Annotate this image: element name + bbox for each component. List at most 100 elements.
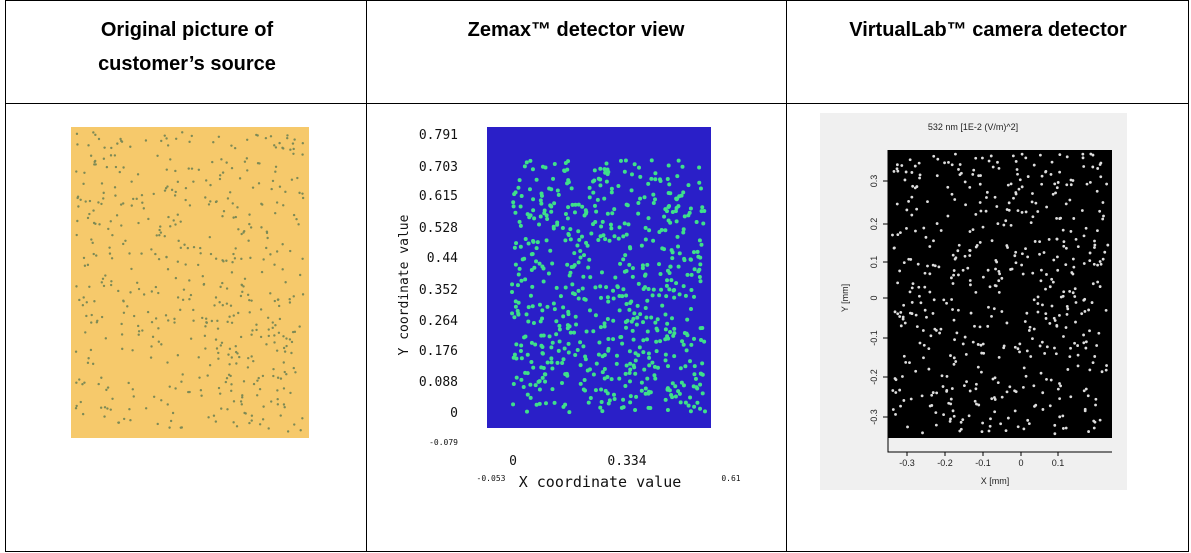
dot — [268, 427, 270, 429]
dot — [643, 285, 647, 289]
dot — [272, 368, 274, 370]
dot — [1105, 364, 1108, 367]
dot — [654, 340, 658, 344]
dot — [160, 140, 162, 142]
dot — [927, 368, 930, 371]
dot — [943, 161, 946, 164]
dot — [682, 284, 686, 288]
dot — [979, 201, 982, 204]
dot — [565, 168, 569, 172]
dot — [634, 351, 638, 355]
dot — [577, 289, 581, 293]
dot — [914, 187, 917, 190]
dot — [932, 155, 935, 158]
dot — [603, 353, 607, 357]
dot — [1062, 229, 1065, 232]
dot — [1069, 347, 1072, 350]
y-label: Y [mm] — [840, 284, 850, 312]
dot — [645, 377, 649, 381]
dot — [110, 284, 112, 286]
dot — [150, 356, 152, 358]
dot — [970, 312, 973, 315]
dot — [693, 364, 697, 368]
dot — [130, 180, 132, 182]
dot — [543, 372, 547, 376]
dot — [697, 165, 701, 169]
y-tick: 0.352 — [419, 283, 458, 298]
dot — [938, 265, 941, 268]
dot — [1053, 432, 1056, 435]
x-tick: 0.334 — [607, 454, 646, 469]
dot — [643, 274, 647, 278]
dot — [158, 341, 160, 343]
dot — [956, 249, 959, 252]
dot — [968, 414, 971, 417]
dot — [270, 188, 272, 190]
dot — [953, 363, 956, 366]
dot — [598, 177, 602, 181]
dot — [581, 275, 585, 279]
dot — [692, 337, 696, 341]
dot — [608, 239, 612, 243]
dot — [961, 418, 964, 421]
dot — [248, 223, 250, 225]
dot — [910, 196, 913, 199]
dot — [219, 174, 221, 176]
dot — [155, 286, 157, 288]
dot — [997, 279, 1000, 282]
dot — [138, 330, 140, 332]
dot — [549, 210, 553, 214]
dot — [1021, 252, 1024, 255]
dot — [988, 430, 991, 433]
dot — [1083, 262, 1086, 265]
dot — [982, 276, 985, 279]
dot — [566, 205, 570, 209]
dot — [177, 181, 179, 183]
dot — [631, 266, 635, 270]
x-tick: -0.1 — [975, 458, 991, 468]
dot — [516, 186, 520, 190]
dot — [689, 258, 693, 262]
dot — [104, 406, 106, 408]
dot — [1006, 208, 1009, 211]
dot — [514, 241, 518, 245]
dot — [565, 263, 569, 267]
dot — [518, 178, 522, 182]
dot — [527, 242, 531, 246]
dot — [991, 239, 994, 242]
dot — [1022, 386, 1025, 389]
dot — [677, 194, 681, 198]
dot — [974, 291, 977, 294]
dot — [1010, 182, 1013, 185]
dot — [636, 201, 640, 205]
dot — [1020, 264, 1023, 267]
dot — [552, 201, 556, 205]
dot — [293, 214, 295, 216]
dot — [994, 268, 997, 271]
dot — [587, 401, 591, 405]
dot — [1095, 344, 1098, 347]
dot — [919, 173, 922, 176]
dot — [612, 297, 616, 301]
dot — [539, 215, 543, 219]
dot — [924, 309, 927, 312]
dot — [626, 203, 630, 207]
dot — [565, 374, 569, 378]
dot — [616, 184, 620, 188]
dot — [969, 283, 972, 286]
dot — [918, 295, 921, 298]
dot — [82, 304, 84, 306]
dot — [617, 237, 621, 241]
dot — [284, 371, 286, 373]
dot — [85, 315, 87, 317]
dot — [235, 345, 237, 347]
dot — [1070, 271, 1073, 274]
header: VirtualLab™ camera detector — [849, 19, 1127, 41]
y-label: Y coordinate value — [397, 214, 412, 355]
dot — [268, 328, 270, 330]
dot — [1087, 394, 1090, 397]
dot — [918, 177, 921, 180]
dot — [1069, 395, 1072, 398]
dot — [964, 255, 967, 258]
dot — [928, 291, 931, 294]
